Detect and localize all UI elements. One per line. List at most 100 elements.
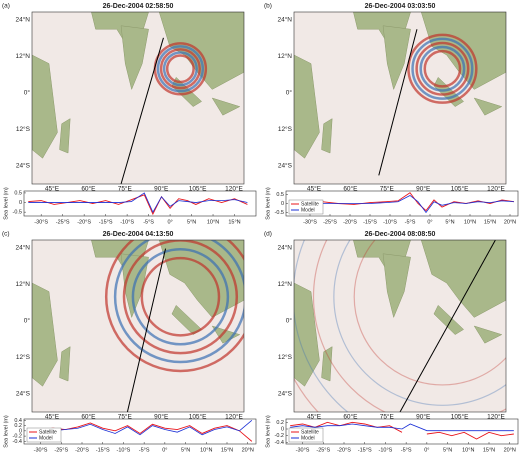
y-tick-label: 0.4 bbox=[14, 418, 22, 424]
y-tick-label: -0.4 bbox=[275, 440, 284, 446]
series-line bbox=[290, 194, 515, 214]
lat-label: 12°N bbox=[277, 52, 292, 60]
lat-label: 24°N bbox=[277, 244, 292, 252]
map-title: 26-Dec-2004 08:08:50 bbox=[365, 231, 436, 238]
lon-label: 45°E bbox=[307, 185, 322, 193]
legend-label: Model bbox=[39, 435, 53, 441]
map-title: 26-Dec-2004 04:13:50 bbox=[103, 231, 174, 238]
y-tick-label: 0 bbox=[281, 426, 284, 432]
lat-label: 0° bbox=[286, 89, 293, 97]
x-tick-label: -25°S bbox=[54, 447, 68, 453]
land bbox=[171, 304, 203, 335]
land bbox=[382, 25, 411, 91]
x-tick-label: -25°S bbox=[56, 219, 70, 225]
map-frame bbox=[293, 239, 507, 413]
wave bbox=[419, 45, 466, 92]
satellite-track bbox=[399, 240, 496, 412]
lon-label: 60°E bbox=[81, 413, 96, 421]
x-tick-label: 5°N bbox=[181, 447, 190, 453]
lat-label: 12°N bbox=[15, 52, 30, 60]
y-tick-label: -0.5 bbox=[275, 210, 284, 216]
y-tick-label: 0 bbox=[19, 200, 22, 206]
land bbox=[321, 346, 333, 382]
x-tick-label: 5°N bbox=[187, 219, 196, 225]
lat-label: 24°S bbox=[278, 390, 293, 398]
land bbox=[59, 346, 71, 382]
wave bbox=[104, 240, 244, 373]
x-tick-label: 0° bbox=[167, 219, 172, 225]
legend-label: Satellite bbox=[301, 201, 319, 207]
x-tick-label: -10°S bbox=[120, 219, 134, 225]
satellite-track bbox=[120, 37, 164, 184]
y-tick-label: 0.2 bbox=[14, 423, 22, 429]
x-tick-label: 5°N bbox=[445, 219, 454, 225]
x-tick-label: 15°N bbox=[483, 447, 495, 453]
lat-label: 12°N bbox=[277, 280, 292, 288]
land bbox=[59, 118, 71, 154]
lat-label: 0° bbox=[24, 317, 31, 325]
wave bbox=[312, 240, 506, 412]
map-frame bbox=[31, 239, 245, 413]
land bbox=[321, 118, 333, 154]
x-tick-label: 20°N bbox=[504, 219, 516, 225]
land bbox=[32, 282, 58, 387]
lon-label: 90°E bbox=[154, 185, 169, 193]
wave bbox=[415, 41, 470, 96]
lat-label: 12°S bbox=[278, 125, 293, 133]
lat-label: 24°N bbox=[15, 244, 30, 252]
x-tick-label: 10°N bbox=[462, 447, 474, 453]
lon-label: 90°E bbox=[416, 413, 431, 421]
x-tick-label: -5°S bbox=[405, 219, 416, 225]
land bbox=[211, 97, 241, 116]
y-tick-label: 0 bbox=[19, 428, 22, 434]
panel-label: (a) bbox=[2, 3, 10, 10]
x-tick-label: 10°N bbox=[200, 447, 212, 453]
map-title: 26-Dec-2004 02:58:50 bbox=[103, 3, 174, 10]
x-tick-label: -20°S bbox=[343, 219, 357, 225]
lon-label: 45°E bbox=[45, 413, 60, 421]
lon-label: 45°E bbox=[45, 185, 60, 193]
x-tick-label: -25°S bbox=[316, 447, 330, 453]
land bbox=[433, 304, 465, 335]
lon-label: 105°E bbox=[451, 413, 469, 421]
land bbox=[294, 54, 320, 159]
lat-label: 0° bbox=[286, 317, 293, 325]
land bbox=[120, 25, 149, 91]
x-tick-label: -5°S bbox=[143, 219, 154, 225]
wave bbox=[113, 240, 244, 364]
wave bbox=[140, 256, 221, 337]
y-tick-label: 0.5 bbox=[276, 192, 284, 198]
legend-label: Satellite bbox=[39, 429, 57, 435]
x-tick-label: -20°S bbox=[337, 447, 351, 453]
lon-label: 75°E bbox=[118, 413, 133, 421]
map bbox=[32, 240, 244, 412]
legend-label: Satellite bbox=[301, 429, 319, 435]
x-tick-label: 0° bbox=[162, 447, 167, 453]
map-frame bbox=[293, 11, 507, 185]
lat-label: 24°S bbox=[278, 162, 293, 170]
y-axis-label: Sea level (m) bbox=[3, 415, 9, 448]
x-tick-label: -25°S bbox=[323, 219, 337, 225]
x-tick-label: -30°S bbox=[34, 447, 48, 453]
lon-label: 60°E bbox=[343, 413, 358, 421]
lon-label: 60°E bbox=[343, 185, 358, 193]
panel-label: (c) bbox=[2, 231, 10, 238]
x-tick-label: -5°S bbox=[139, 447, 150, 453]
y-axis-label: Sea level (m) bbox=[265, 187, 271, 220]
x-tick-label: 10°N bbox=[464, 219, 476, 225]
x-tick-label: -15°S bbox=[96, 447, 110, 453]
lat-label: 0° bbox=[24, 89, 31, 97]
lon-label: 105°E bbox=[189, 185, 207, 193]
wave bbox=[407, 33, 478, 104]
y-tick-label: 0.5 bbox=[14, 190, 22, 196]
y-tick-label: -0.5 bbox=[13, 210, 22, 216]
x-tick-label: 15°N bbox=[228, 219, 240, 225]
lon-label: 120°E bbox=[487, 413, 505, 421]
series-line bbox=[290, 421, 514, 440]
series-line bbox=[28, 192, 248, 214]
lat-label: 24°N bbox=[15, 16, 30, 24]
map-frame bbox=[31, 11, 245, 185]
wave bbox=[411, 37, 474, 100]
lat-label: 24°N bbox=[277, 16, 292, 24]
